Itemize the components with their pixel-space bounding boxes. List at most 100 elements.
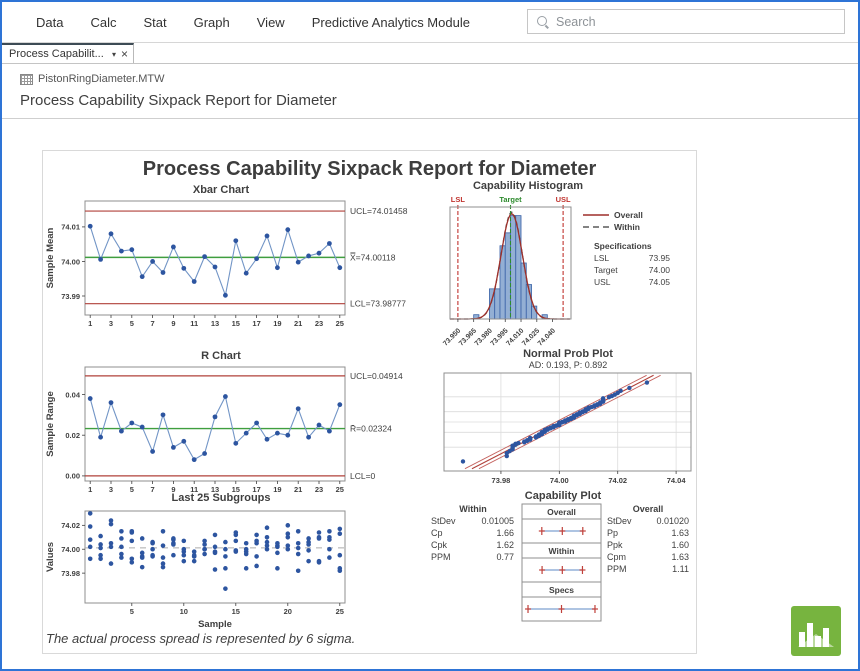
data-point [108,540,114,546]
x-tick-label: 17 [252,485,260,494]
x-tick-label: 3 [109,485,113,494]
data-point [150,259,155,264]
data-point [254,532,259,538]
data-point [212,550,218,556]
worksheet-name[interactable]: PistonRingDiameter.MTW [38,73,165,85]
lcl-label: LCL=0 [350,471,376,481]
data-point [87,537,93,542]
menu-item-view[interactable]: View [256,14,285,30]
data-point [150,449,155,454]
menu-item-stat[interactable]: Stat [143,14,167,30]
data-point [181,552,187,558]
data-point [171,542,176,547]
plot-frame [449,206,572,320]
data-point [202,551,207,557]
x-tick-label: 7 [151,485,155,494]
x-tick-label: 9 [171,485,175,494]
usl-label: USL [556,195,571,204]
data-point [119,544,124,550]
data-point [202,542,207,547]
histogram-bar [510,215,517,320]
y-tick-label: 0.04 [65,390,80,399]
x-tick-label: 1 [88,485,92,494]
minitab-graph-logo[interactable] [791,606,841,656]
menu-item-predictive-analytics-module[interactable]: Predictive Analytics Module [311,14,470,30]
x-tick-label: 13 [211,485,219,494]
data-point [460,459,466,464]
data-point [191,549,197,554]
menu-item-calc[interactable]: Calc [90,14,117,30]
search-input[interactable] [554,13,844,30]
chart-title: Capability Histogram [473,180,583,192]
y-tick-label: 0.00 [65,472,80,481]
data-point [254,256,259,262]
lsl-label: LSL [451,195,466,204]
data-point [129,538,135,544]
data-point [243,566,249,571]
x-tick-label: 25 [336,485,344,494]
data-point [171,536,176,541]
search-icon [537,15,547,26]
y-tick-label: 0.02 [65,431,80,440]
x-tick-label: 21 [294,319,302,328]
data-point [139,550,145,556]
data-point [316,530,322,535]
chevron-down-icon[interactable]: ▾ [111,49,116,59]
data-point [295,551,301,557]
data-point [275,265,280,271]
data-point [129,556,135,562]
chart-title: R Chart [201,350,241,362]
data-point [108,521,114,527]
data-point [171,244,176,250]
logo-bar [799,632,805,647]
data-point [150,554,155,559]
data-point [327,555,332,560]
menu-item-data[interactable]: Data [36,14,64,30]
overall-stat-value: 1.63 [671,528,689,538]
x-tick-label: 23 [315,319,323,328]
interval-label: Overall [547,507,576,517]
plot-frame [84,366,346,482]
x-tick-label: 21 [294,485,302,494]
menu-item-graph[interactable]: Graph [193,14,230,30]
data-point [160,555,166,560]
overall-stat-label: Cpm [607,552,626,562]
data-point [254,554,259,559]
tab-process-capability[interactable]: Process Capabilit... ▾ × [2,43,134,63]
data-point [87,556,93,562]
data-point [119,551,124,557]
data-point [98,556,103,562]
data-point [285,531,291,537]
report-panel[interactable]: Process Capability Sixpack Report for Di… [42,150,697,654]
target-label: Target [499,195,522,204]
data-point [212,532,218,538]
data-point [275,550,280,556]
data-point [87,544,93,550]
chart-title: Capability Plot [525,490,602,502]
logo-bar [823,628,829,647]
x-tick-label: 11 [190,319,198,328]
data-point [243,540,249,546]
data-point [306,548,311,553]
data-point [160,270,166,275]
data-point [295,540,301,546]
data-point [243,551,249,557]
x-tick-label: 10 [180,607,188,616]
data-point [202,254,208,260]
data-point [295,259,301,265]
spec-row-label: LSL [594,253,609,263]
data-point [129,247,135,253]
data-point [98,256,103,262]
data-point [644,380,650,385]
close-icon[interactable]: × [120,47,128,61]
search-box[interactable] [527,9,845,34]
last-25-subgroups-chart[interactable]: Last 25 Subgroups Values 73.98 74.00 74.02 5 1… [43,489,463,639]
histogram-bar [494,288,501,320]
y-tick-label: 74.01 [61,223,80,232]
data-point [243,430,249,436]
